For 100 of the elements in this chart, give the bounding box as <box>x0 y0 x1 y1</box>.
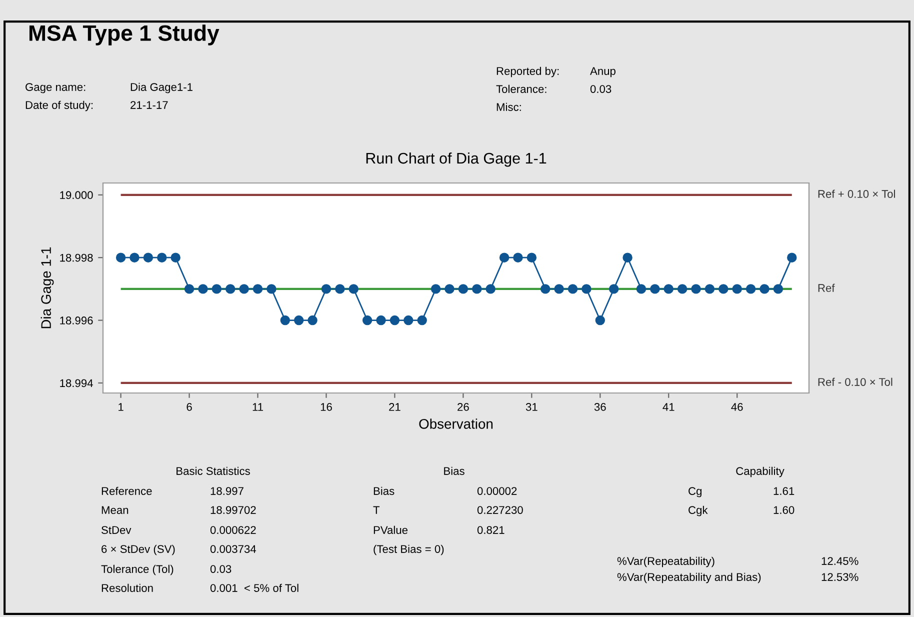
text: Cg <box>688 487 702 498</box>
chart-title: Run Chart of Dia Gage 1-1 <box>366 152 546 167</box>
text: 21-1-17 <box>130 101 168 109</box>
text: %Var(Repeatability and Bias) <box>617 572 761 584</box>
x-tick-label: 36 <box>594 403 606 411</box>
point <box>608 284 619 294</box>
point <box>362 315 372 326</box>
point <box>568 284 578 294</box>
point <box>280 315 290 326</box>
point <box>526 252 537 262</box>
point <box>252 284 263 294</box>
point <box>760 284 770 294</box>
y-tick-label: 18.994 <box>60 379 93 388</box>
text: Tolerance (Tol) <box>101 564 174 576</box>
point <box>732 284 742 294</box>
text: Basic Statistics <box>176 466 250 475</box>
text: Bias <box>374 486 394 495</box>
text: Bias <box>444 466 464 475</box>
point <box>718 284 728 294</box>
text: 0.03 <box>590 85 612 93</box>
text: MSA Type 1 Study <box>29 24 220 46</box>
ref-line-label: Ref - 0.10 × Tol <box>818 378 892 386</box>
text: %Var(Repeatability) <box>617 556 714 568</box>
text: 0.000622 <box>210 526 256 534</box>
x-tick-label: 6 <box>186 403 192 411</box>
text: 6 × StDev (SV) <box>102 544 175 556</box>
point <box>226 284 236 294</box>
text: Resolution <box>102 584 153 592</box>
x-tick-label: 31 <box>526 403 538 411</box>
point <box>691 284 701 294</box>
point <box>540 284 550 294</box>
point <box>335 284 345 294</box>
text: Mean <box>102 506 128 514</box>
text: 1.60 <box>774 506 794 514</box>
text: 0.821 <box>477 526 504 534</box>
text: Reference <box>102 486 152 495</box>
y-tick-label: 19.000 <box>60 191 93 200</box>
text: Gage name: <box>26 83 86 94</box>
x-tick-label: 21 <box>389 403 400 411</box>
text: Dia Gage1-1 <box>130 82 192 94</box>
point <box>294 315 304 326</box>
x-tick-label: 16 <box>320 403 332 411</box>
point <box>458 284 468 294</box>
text: 0.03 <box>210 565 232 573</box>
text: 0.227230 <box>477 506 523 514</box>
y-axis-title: Dia Gage 1-1 <box>40 247 54 328</box>
point <box>308 315 318 326</box>
point <box>143 252 154 262</box>
point <box>157 252 167 262</box>
text: (Test Bias = 0) <box>374 544 444 556</box>
point <box>348 284 358 294</box>
text: 0.001 < 5% of Tol <box>210 584 298 592</box>
text: Capability <box>736 466 784 478</box>
point <box>499 252 510 262</box>
point <box>554 284 564 294</box>
text: Cgk <box>688 506 708 516</box>
text: 1.61 <box>774 487 794 495</box>
point <box>376 315 386 326</box>
ref-line-label: Ref <box>818 284 835 292</box>
text: PValue <box>374 526 408 534</box>
point <box>787 252 797 262</box>
point <box>116 252 126 262</box>
x-tick-label: 11 <box>252 403 263 411</box>
text: 12.53% <box>822 573 858 581</box>
point <box>417 315 427 326</box>
point <box>595 315 606 326</box>
text: 12.45% <box>822 557 858 565</box>
text: Date of study: <box>26 100 93 112</box>
point <box>130 252 140 262</box>
point <box>650 284 660 294</box>
point <box>664 284 674 294</box>
point <box>704 284 715 294</box>
text: Reported by: <box>496 66 559 78</box>
point <box>184 284 194 294</box>
text: 0.00002 <box>477 487 517 495</box>
point <box>472 284 482 294</box>
point <box>430 284 441 294</box>
point <box>486 284 496 294</box>
point <box>321 284 332 294</box>
point <box>636 284 646 294</box>
text: T <box>373 506 380 514</box>
x-tick-label: 26 <box>458 403 469 411</box>
x-tick-label: 41 <box>662 403 674 411</box>
x-tick-label: 1 <box>118 403 124 411</box>
ref-line-label: Ref + 0.10 × Tol <box>818 190 895 198</box>
y-tick-label: 18.996 <box>60 316 93 324</box>
x-tick-label: 46 <box>731 403 743 411</box>
point <box>266 284 276 294</box>
x-axis-title: Observation <box>419 418 493 429</box>
point <box>746 284 756 294</box>
point <box>622 252 632 262</box>
point <box>513 252 523 262</box>
point <box>390 315 400 326</box>
point <box>404 315 414 326</box>
text: Anup <box>590 67 616 78</box>
text: StDev <box>102 526 132 534</box>
point <box>212 284 222 294</box>
point <box>198 284 208 294</box>
point <box>677 284 688 294</box>
point <box>444 284 454 294</box>
